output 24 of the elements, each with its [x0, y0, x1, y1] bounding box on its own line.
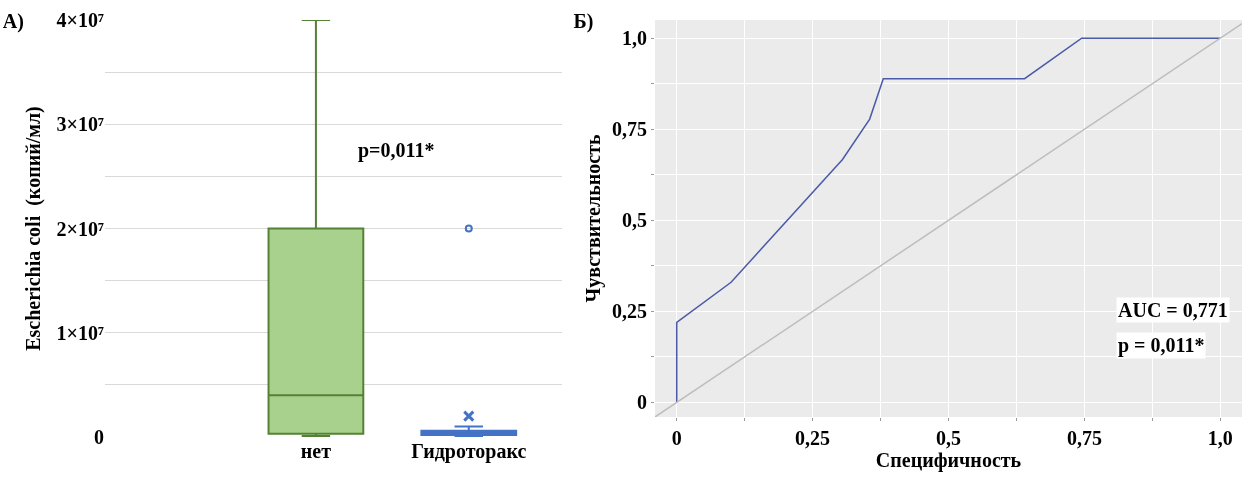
annotation: AUC = 0,771	[1118, 299, 1228, 321]
annotation: p=0,011*	[358, 139, 435, 162]
y-tick-label: 0	[637, 391, 647, 414]
y-tick-label: 3×10⁷	[56, 113, 104, 136]
y-tick-label: 1×10⁷	[56, 321, 104, 344]
x-tick-label: 0,25	[795, 427, 831, 449]
x-tick-label: Гидроторакс	[411, 440, 527, 463]
y-tick-label: 4×10⁷	[56, 9, 104, 31]
y-tick-label: 2×10⁷	[56, 217, 104, 240]
x-tick-label: 0,75	[1066, 427, 1102, 449]
y-axis-title: Чувствительность	[581, 134, 605, 303]
x-tick-label: 1,0	[1207, 427, 1233, 449]
y-tick-label: 1,0	[622, 27, 647, 50]
annotation: p = 0,011*	[1118, 334, 1205, 357]
x-tick-label: нет	[300, 440, 332, 462]
x-axis-title: Специфичность	[875, 449, 1022, 472]
y-tick-label: 0,5	[622, 209, 647, 232]
x-tick-label: 0,5	[936, 427, 961, 449]
y-tick-label: 0,25	[612, 300, 647, 323]
y-axis-title: Escherichia coli (копий/мл)	[22, 106, 46, 351]
x-tick-label: 0	[671, 427, 682, 449]
text: A)	[2, 10, 24, 34]
y-tick-label: 0,75	[612, 118, 647, 141]
chart-title: Б)	[573, 10, 594, 34]
